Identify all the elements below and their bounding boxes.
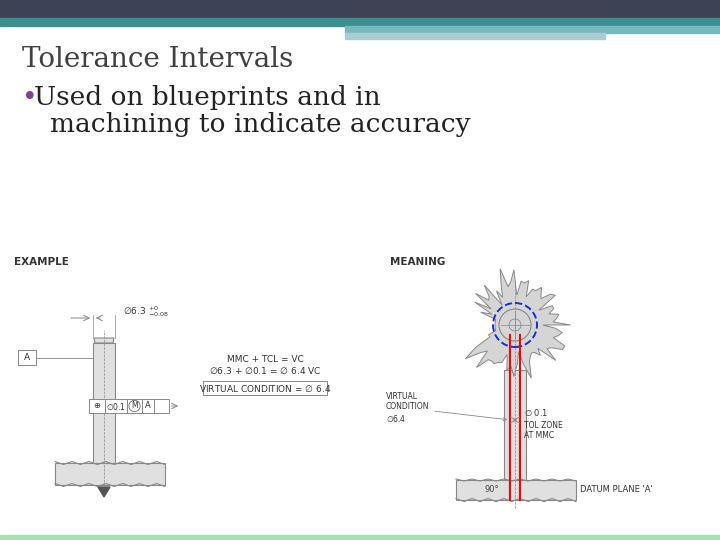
Text: machining to indicate accuracy: machining to indicate accuracy (50, 112, 470, 137)
Text: $\varnothing$6.3 $^{+0}_{-0.08}$: $\varnothing$6.3 $^{+0}_{-0.08}$ (123, 305, 169, 320)
Text: VIRTUAL CONDITION = $\varnothing$ 6.4: VIRTUAL CONDITION = $\varnothing$ 6.4 (199, 382, 331, 394)
Bar (345, 26, 720, 33)
Text: Tolerance Intervals: Tolerance Intervals (22, 46, 293, 73)
Text: MMC + TCL = VC: MMC + TCL = VC (227, 355, 303, 364)
Bar (55, 463, 165, 485)
Text: TOL ZONE
AT MMC: TOL ZONE AT MMC (524, 421, 563, 441)
Bar (456, 480, 576, 500)
Bar (0, 535, 720, 540)
Text: •: • (22, 85, 37, 111)
Polygon shape (94, 338, 114, 343)
Text: DATUM PLANE 'A': DATUM PLANE 'A' (580, 485, 653, 495)
Text: MEANING: MEANING (390, 257, 446, 267)
Text: $\varnothing$ 0.1: $\varnothing$ 0.1 (524, 407, 549, 418)
Text: A: A (145, 402, 151, 410)
Bar (345, 33, 605, 39)
Bar (93, 343, 115, 463)
Text: $\varnothing$0.1: $\varnothing$0.1 (106, 401, 126, 411)
Text: A: A (24, 353, 30, 362)
Text: EXAMPLE: EXAMPLE (14, 257, 69, 267)
Polygon shape (465, 269, 570, 378)
Text: VIRTUAL
CONDITION
$\varnothing$6.4: VIRTUAL CONDITION $\varnothing$6.4 (386, 392, 506, 424)
Text: Used on blueprints and in: Used on blueprints and in (34, 85, 381, 110)
Text: 90°: 90° (485, 485, 499, 495)
Bar (504, 370, 526, 480)
Bar (0, 0, 720, 18)
Text: $\varnothing$6.3 + $\varnothing$0.1 = $\varnothing$ 6.4 VC: $\varnothing$6.3 + $\varnothing$0.1 = $\… (209, 365, 321, 376)
Text: $\oplus$: $\oplus$ (93, 402, 101, 410)
Polygon shape (98, 487, 110, 497)
Bar (18, 350, 36, 365)
Bar (89, 399, 169, 413)
Text: M: M (131, 402, 138, 410)
Bar (203, 381, 327, 395)
Bar (0, 18, 720, 26)
